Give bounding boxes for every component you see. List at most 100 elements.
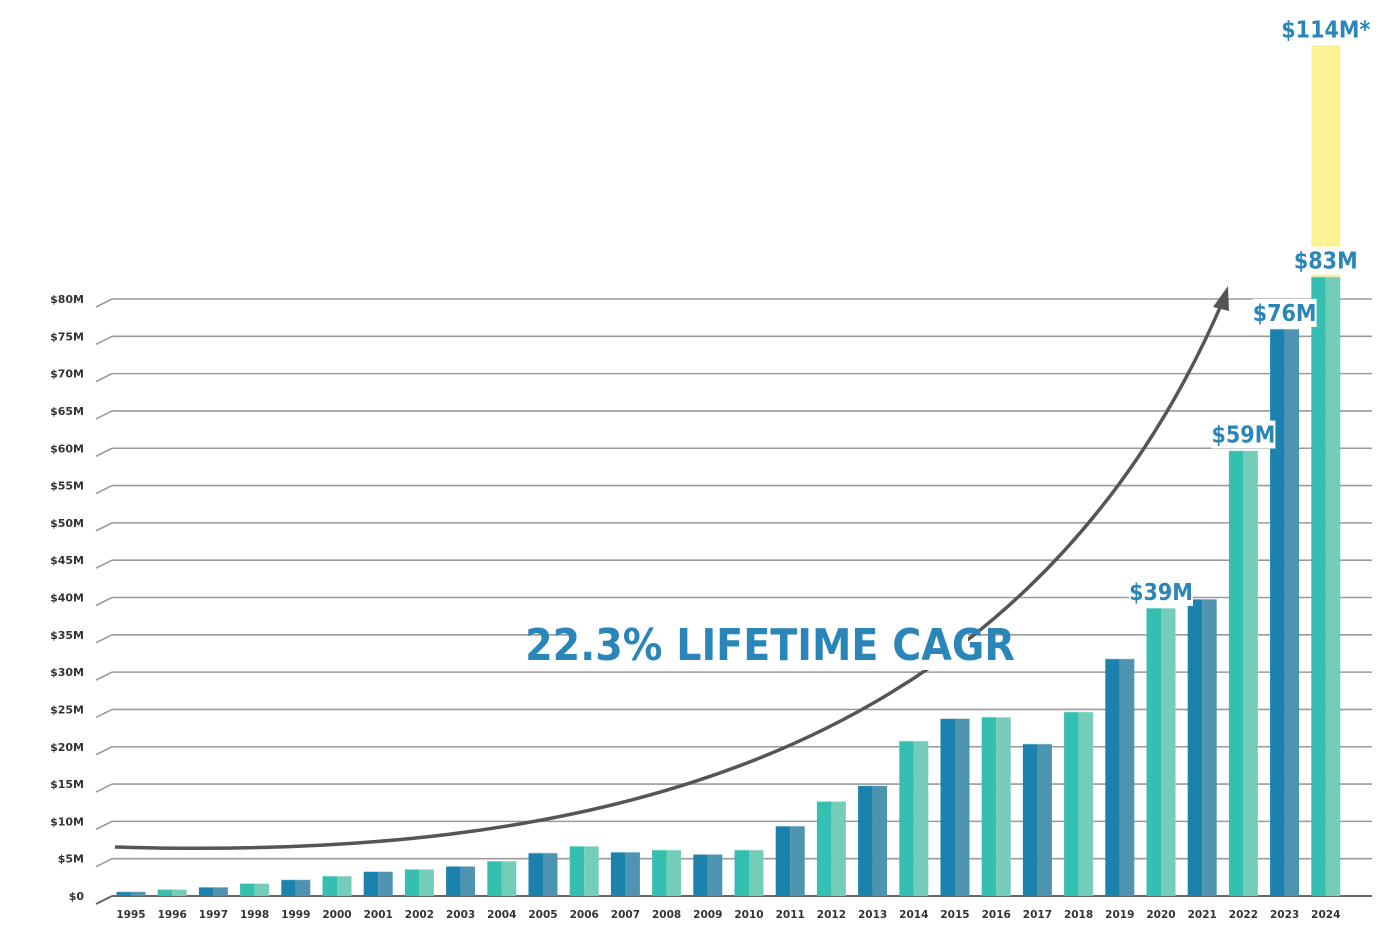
grid-line-tick bbox=[95, 335, 113, 346]
x-tick-label: 2011 bbox=[776, 909, 805, 921]
bar-left-half bbox=[899, 740, 914, 896]
bar-right-half bbox=[790, 825, 805, 896]
bar-2007 bbox=[610, 851, 640, 896]
bar-2014 bbox=[899, 740, 929, 896]
bar-2005 bbox=[528, 852, 558, 896]
data-labels: $39M $59M $76M $83M $114M* bbox=[1129, 17, 1370, 606]
grid-line-tick bbox=[95, 410, 113, 420]
bar-right-half bbox=[1078, 711, 1094, 896]
bar-2024 bbox=[1311, 276, 1341, 896]
bar-left-half bbox=[1064, 711, 1079, 896]
bar-1997 bbox=[198, 886, 228, 896]
bar-1998 bbox=[240, 882, 270, 896]
bar-1995 bbox=[116, 890, 146, 896]
grid-line-tick bbox=[95, 447, 113, 457]
y-tick-label: $35M bbox=[50, 629, 84, 642]
bar-right-half bbox=[172, 889, 187, 896]
grid-line-tick bbox=[95, 484, 113, 495]
bar-left-half bbox=[1187, 598, 1203, 896]
bar-left-half bbox=[322, 875, 337, 896]
data-label: $76M bbox=[1253, 301, 1317, 327]
bar-2002 bbox=[404, 868, 434, 896]
bar-2000 bbox=[322, 875, 352, 896]
bar-left-half bbox=[446, 866, 461, 896]
x-tick-label: 1996 bbox=[158, 909, 187, 921]
bar-right-half bbox=[1325, 276, 1341, 896]
grid-line-tick bbox=[95, 783, 113, 793]
x-tick-label: 2022 bbox=[1229, 909, 1258, 921]
data-label: $114M* bbox=[1281, 17, 1370, 43]
bar-1999 bbox=[281, 878, 311, 896]
bar-2012 bbox=[816, 800, 846, 896]
bar-left-half bbox=[116, 891, 131, 896]
bar-right-half bbox=[1161, 607, 1176, 896]
y-tick-label: $70M bbox=[50, 368, 84, 381]
x-tick-label: 2006 bbox=[570, 909, 599, 921]
bar-1996 bbox=[157, 888, 187, 896]
data-label-bg bbox=[1293, 246, 1358, 275]
bar-left-half bbox=[816, 801, 832, 896]
bar-left-half bbox=[1022, 743, 1038, 896]
bar-left-half bbox=[610, 851, 626, 896]
bar-left-half bbox=[528, 852, 543, 896]
grid-line-tick bbox=[95, 671, 113, 681]
bar-left-half bbox=[734, 849, 749, 896]
x-tick-label: 2004 bbox=[487, 909, 516, 921]
bar-2022 bbox=[1228, 449, 1258, 896]
x-tick-label: 2000 bbox=[322, 909, 351, 921]
bar-left-half bbox=[240, 883, 255, 896]
bar-2009 bbox=[693, 853, 723, 896]
bar-left-half bbox=[363, 871, 379, 896]
bar-right-half bbox=[460, 866, 476, 896]
bar-right-half bbox=[666, 849, 682, 896]
bar-left-half bbox=[1105, 658, 1120, 896]
y-tick-label: $75M bbox=[50, 330, 84, 343]
y-tick-label: $45M bbox=[50, 554, 84, 567]
x-tick-label: 2018 bbox=[1064, 909, 1093, 921]
bar-left-half bbox=[569, 846, 585, 896]
bar-left-half bbox=[1311, 276, 1326, 896]
cagr-annotation: 22.3% LIFETIME CAGR bbox=[525, 612, 1015, 671]
x-tick-label: 2013 bbox=[858, 909, 887, 921]
cagr-annotation-text: 22.3% LIFETIME CAGR bbox=[525, 620, 1015, 671]
grid-line-tick bbox=[95, 522, 113, 532]
bar-left-half bbox=[858, 785, 873, 896]
x-tick-label: 2023 bbox=[1270, 909, 1299, 921]
bar-left-half bbox=[1270, 328, 1285, 897]
bar-2010 bbox=[734, 849, 764, 896]
grid-line-tick bbox=[95, 708, 113, 719]
bar-extension-2024 bbox=[1311, 45, 1341, 277]
x-tick-label: 1997 bbox=[199, 909, 228, 921]
bar-2011 bbox=[775, 825, 805, 896]
cagr-arrowhead bbox=[1213, 286, 1229, 311]
bar-right-half bbox=[1119, 658, 1135, 896]
bar-right-half bbox=[1243, 450, 1258, 896]
bar-left-half bbox=[940, 718, 955, 896]
bar-right-half bbox=[996, 716, 1011, 896]
bar-left-half bbox=[1228, 450, 1244, 896]
y-tick-label: $25M bbox=[50, 703, 84, 716]
cagr-arrow-curve bbox=[114, 295, 1227, 850]
y-tick-label: $30M bbox=[50, 666, 84, 679]
bar-left-half bbox=[775, 825, 791, 896]
grid-line-tick bbox=[95, 372, 113, 383]
bar-right-half bbox=[295, 879, 311, 896]
bar-2006 bbox=[569, 845, 599, 896]
data-label: $83M bbox=[1294, 249, 1358, 275]
bar-left-half bbox=[487, 860, 502, 896]
bar-right-half bbox=[707, 854, 723, 896]
data-label: $39M bbox=[1129, 580, 1193, 606]
data-label-bg bbox=[1252, 298, 1317, 327]
bar-left-half bbox=[1146, 607, 1161, 896]
data-label-bg bbox=[1129, 577, 1193, 606]
y-tick-label: $40M bbox=[50, 592, 84, 605]
x-tick-label: 2016 bbox=[982, 909, 1011, 921]
bar-right-half bbox=[543, 852, 558, 896]
y-tick-label: $50M bbox=[50, 517, 84, 530]
x-tick-label: 2005 bbox=[528, 909, 557, 921]
y-tick-label: $60M bbox=[50, 442, 84, 455]
bar-2008 bbox=[652, 849, 682, 896]
bar-2003 bbox=[446, 865, 476, 896]
bar-right-half bbox=[913, 740, 929, 896]
bar-2017 bbox=[1022, 743, 1052, 896]
